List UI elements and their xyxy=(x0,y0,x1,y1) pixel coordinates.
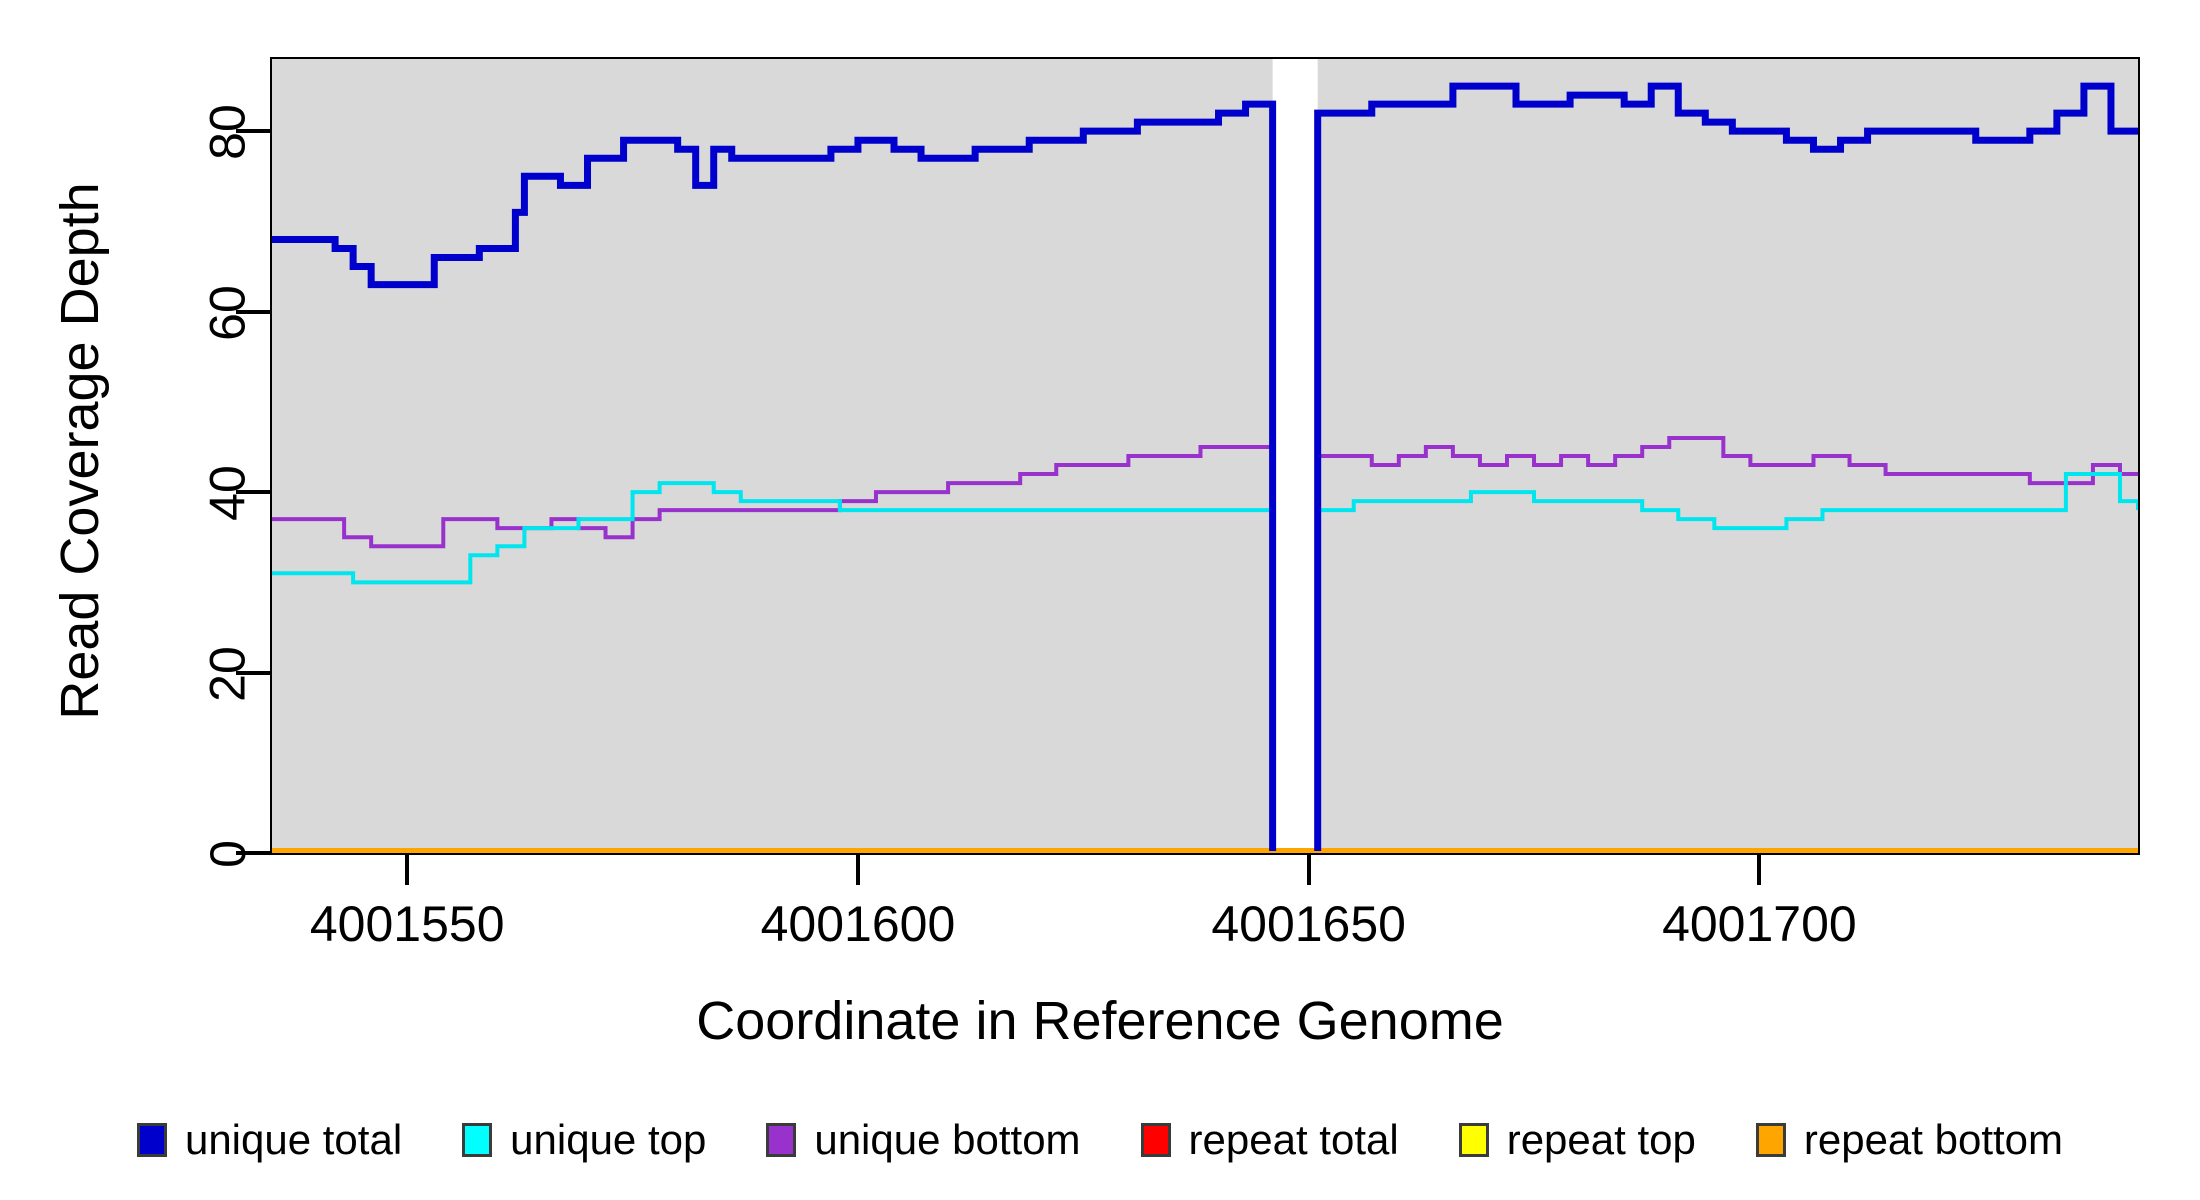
legend-label: unique top xyxy=(510,1116,707,1163)
legend-label: unique bottom xyxy=(814,1116,1081,1163)
legend-swatch-icon xyxy=(136,1123,167,1157)
legend-item-unique-total[interactable]: unique total xyxy=(136,1116,403,1164)
series-line-unique-top xyxy=(1318,474,2138,851)
y-tick-label: 20 xyxy=(200,645,256,702)
legend-swatch-icon xyxy=(1458,1123,1489,1157)
chart-legend: unique total unique top unique bottom repea… xyxy=(0,1105,2200,1175)
legend-item-repeat-top[interactable]: repeat top xyxy=(1458,1116,1696,1164)
y-tick-mark xyxy=(236,490,270,495)
series-line-unique-bottom xyxy=(272,447,1273,851)
legend-label: repeat bottom xyxy=(1803,1116,2064,1163)
y-tick-mark xyxy=(236,670,270,675)
x-tick-mark xyxy=(1757,855,1762,885)
plot-svg xyxy=(272,59,2138,853)
legend-swatch-icon xyxy=(1140,1123,1171,1157)
y-tick-label: 80 xyxy=(200,104,256,160)
legend-swatch-icon xyxy=(766,1123,797,1157)
x-tick-mark xyxy=(1306,855,1311,885)
x-tick-label: 4001650 xyxy=(1211,896,1406,952)
series-line-unique-top xyxy=(272,483,1273,851)
series-line-unique-total xyxy=(1318,86,2138,851)
x-tick-label: 4001700 xyxy=(1662,896,1857,952)
plot-area xyxy=(270,57,2140,855)
legend-label: repeat total xyxy=(1188,1116,1399,1163)
legend-label: repeat top xyxy=(1506,1116,1696,1163)
legend-label: unique total xyxy=(184,1116,403,1163)
legend-item-unique-top[interactable]: unique top xyxy=(462,1116,706,1164)
x-tick-label: 4001550 xyxy=(309,896,505,952)
no-data-gap-band xyxy=(1272,59,1318,853)
legend-swatch-icon xyxy=(1755,1123,1786,1157)
legend-item-repeat-bottom[interactable]: repeat bottom xyxy=(1755,1116,2064,1164)
y-tick-mark xyxy=(236,309,270,314)
legend-item-repeat-total[interactable]: repeat total xyxy=(1140,1116,1399,1164)
x-axis: 4001550 4001600 4001650 4001700 xyxy=(0,855,2200,995)
legend-swatch-icon xyxy=(462,1123,493,1157)
y-axis-title-wrap: Read Coverage Depth xyxy=(0,0,120,900)
y-axis-title: Read Coverage Depth xyxy=(50,182,110,720)
x-tick-label: 4001600 xyxy=(760,896,956,952)
series-line-unique-total xyxy=(272,104,1273,851)
y-tick-label: 60 xyxy=(200,284,256,341)
y-axis: Read Coverage Depth 0 20 40 60 80 xyxy=(0,0,270,1200)
x-axis-title: Coordinate in Reference Genome xyxy=(696,991,1504,1051)
x-tick-mark xyxy=(855,855,860,885)
y-tick-label: 40 xyxy=(200,465,256,521)
y-tick-mark xyxy=(236,129,270,134)
legend-item-unique-bottom[interactable]: unique bottom xyxy=(766,1116,1081,1164)
y-tick-mark xyxy=(236,851,270,855)
series-line-unique-bottom xyxy=(1318,438,2138,851)
x-tick-mark xyxy=(405,855,410,885)
